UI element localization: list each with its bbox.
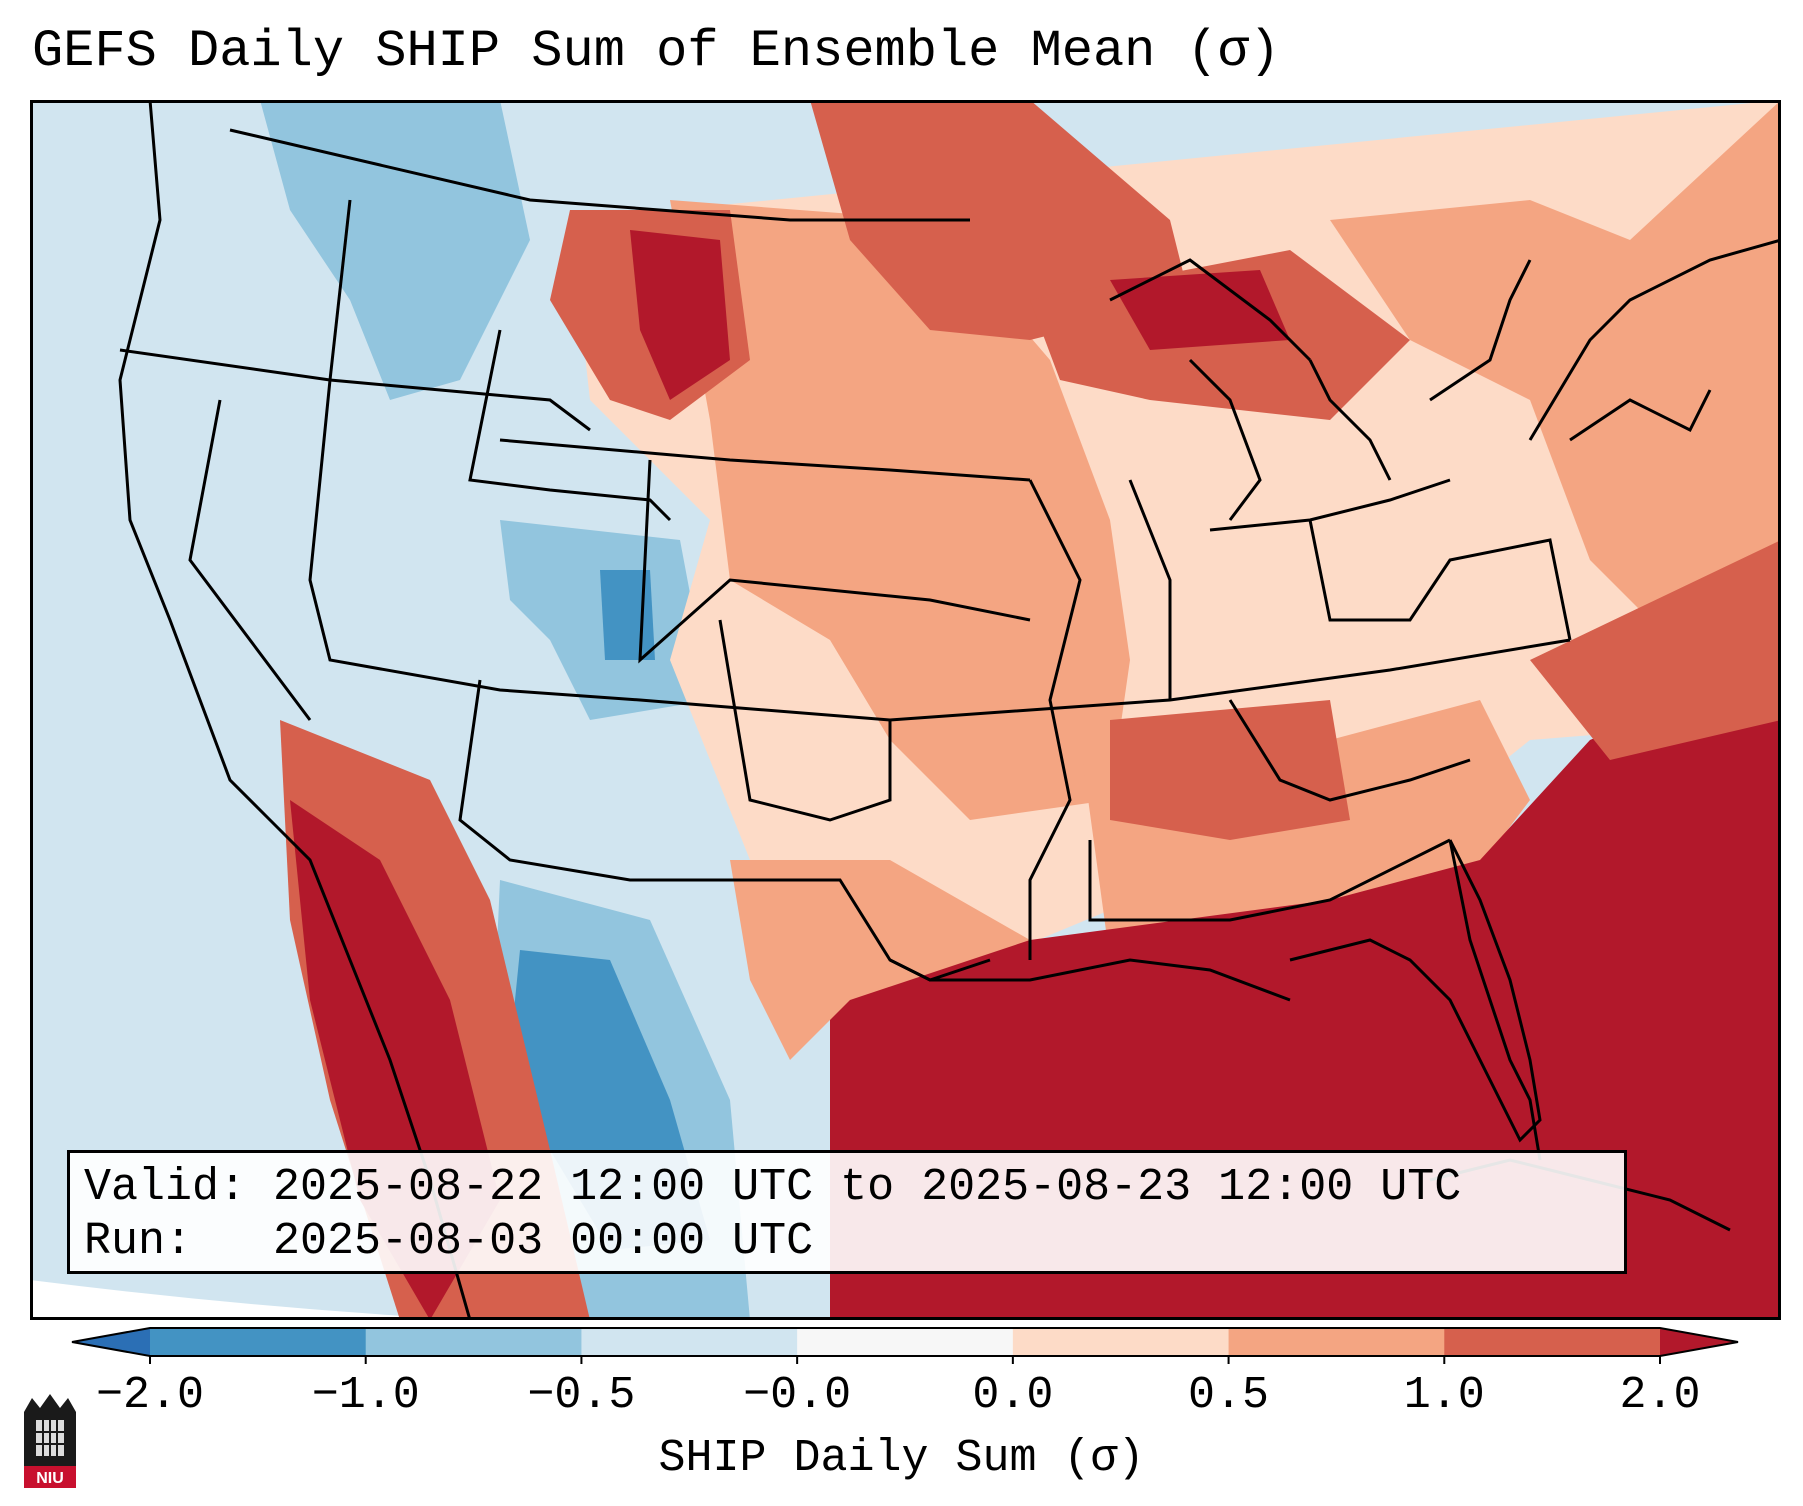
map-frame xyxy=(30,100,1781,1320)
region-colorado-dark xyxy=(600,570,655,660)
colorbar-tick-label: −2.0 xyxy=(95,1370,205,1421)
colorbar-tick-label: −0.5 xyxy=(527,1370,636,1421)
colorbar-extend-high xyxy=(1660,1328,1738,1356)
colorbar-tick-label: −1.0 xyxy=(311,1370,420,1421)
colorbar-extend-low xyxy=(72,1328,150,1356)
region-texas-orange xyxy=(730,860,1030,1060)
colorbar-label: SHIP Daily Sum (σ) xyxy=(658,1433,1145,1484)
region-northeast-orange xyxy=(1330,100,1781,620)
region-montana-darkred xyxy=(630,230,730,400)
colorbar-tick-label: 0.0 xyxy=(972,1370,1054,1421)
region-dakotas-orange xyxy=(670,200,1130,820)
colorbar-tick-label: 0.5 xyxy=(1188,1370,1270,1421)
colorbar-segment xyxy=(581,1328,798,1356)
chart-title: GEFS Daily SHIP Sum of Ensemble Mean (σ) xyxy=(32,22,1281,81)
region-greatlakes-darkred xyxy=(1110,270,1290,350)
valid-time: Valid: 2025-08-22 12:00 UTC to 2025-08-2… xyxy=(84,1162,1462,1213)
colorbar-segment xyxy=(1012,1328,1230,1356)
run-time: Run: 2025-08-03 00:00 UTC xyxy=(84,1216,814,1267)
colorbar-segment xyxy=(797,1328,1014,1356)
colorbar-segment xyxy=(1228,1328,1445,1356)
niu-logo: NIU xyxy=(24,1394,76,1488)
region-idaho-blue xyxy=(260,100,530,400)
map-panel xyxy=(30,100,1781,1320)
colorbar-segment xyxy=(1444,1328,1661,1356)
region-atlantic-red xyxy=(1530,540,1781,760)
state-boundaries xyxy=(118,100,1781,1320)
florida-outline xyxy=(1289,839,1542,1143)
colorbar-segment xyxy=(365,1328,582,1356)
colorbar-segment xyxy=(150,1328,367,1356)
colorbar-tick-label: −0.0 xyxy=(743,1370,852,1421)
colorbar-tick-label: 2.0 xyxy=(1619,1370,1701,1421)
valid-run-box: Valid: 2025-08-22 12:00 UTC to 2025-08-2… xyxy=(67,1150,1627,1274)
region-tennessee-red xyxy=(1110,700,1350,840)
region-dakotas-red xyxy=(810,100,1190,340)
colorbar xyxy=(71,1327,1739,1364)
logo-text: NIU xyxy=(36,1470,64,1487)
colorbar-tick-label: 1.0 xyxy=(1403,1370,1485,1421)
